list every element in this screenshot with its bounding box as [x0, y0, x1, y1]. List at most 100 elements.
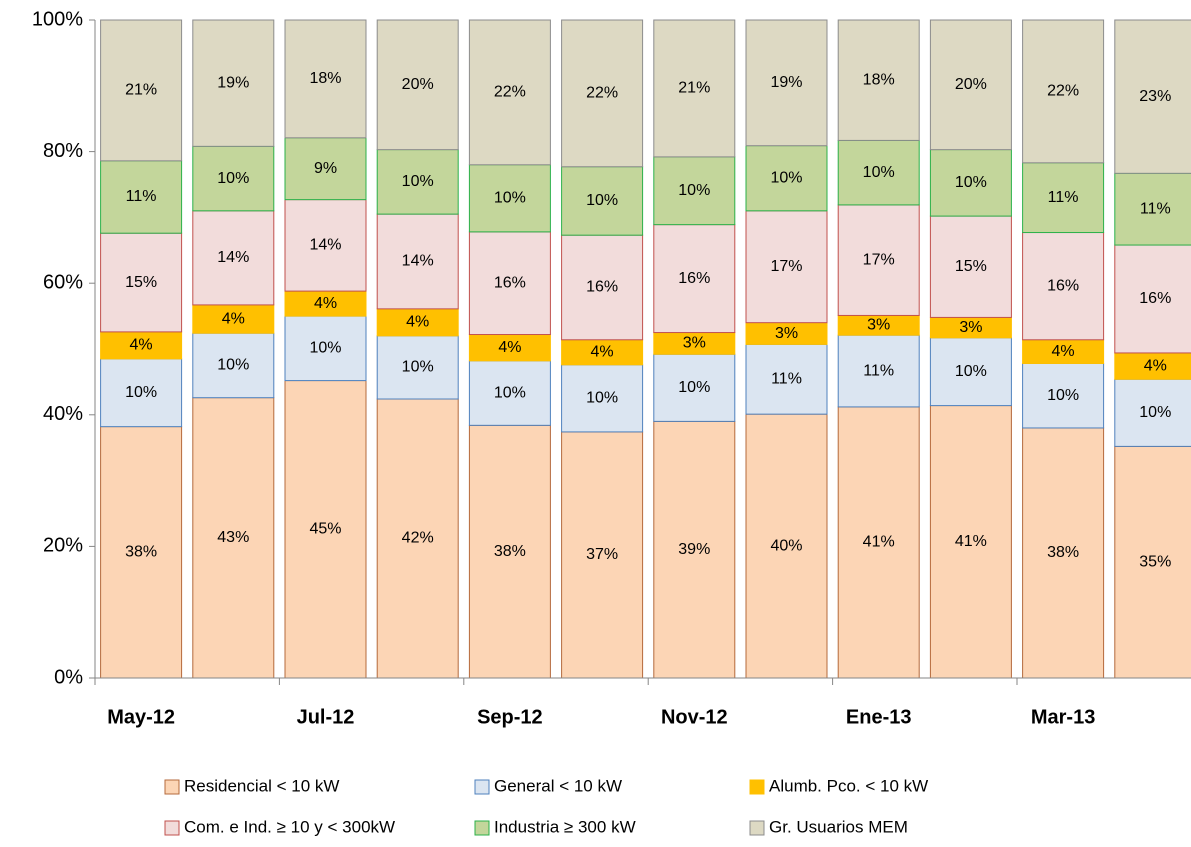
data-label: 11% [126, 188, 157, 205]
data-label: 3% [775, 325, 798, 342]
bar-segment [929, 405, 1012, 679]
data-label: 10% [678, 379, 710, 396]
bar-segment [376, 19, 459, 151]
data-label: 9% [314, 160, 337, 177]
data-label: 20% [402, 76, 434, 93]
bar-segment [1022, 427, 1105, 679]
data-label: 19% [770, 74, 802, 91]
data-label: 38% [1047, 544, 1079, 561]
data-label: 10% [955, 174, 987, 191]
data-label: 45% [309, 521, 341, 538]
x-tick-label: Nov-12 [661, 706, 728, 728]
bar-segment [284, 137, 367, 201]
legend-label: Com. e Ind. ≥ 10 y < 300kW [184, 817, 395, 836]
data-label: 11% [863, 362, 894, 379]
bar-segment [100, 160, 183, 234]
data-label: 19% [217, 74, 249, 91]
bar-segment [1114, 172, 1191, 246]
data-label: 10% [494, 384, 526, 401]
data-label: 4% [314, 295, 337, 312]
bar-segment [468, 424, 551, 679]
data-label: 4% [1052, 343, 1075, 360]
data-label: 10% [955, 363, 987, 380]
bar-segment [376, 213, 459, 310]
data-label: 4% [498, 339, 521, 356]
y-tick-label: 0% [54, 666, 83, 688]
bar-segment [100, 358, 183, 428]
bar-segment [192, 397, 275, 679]
data-label: 41% [863, 534, 895, 551]
bar-segment [1114, 352, 1191, 380]
legend-label: Residencial < 10 kW [184, 776, 339, 795]
data-label: 10% [402, 359, 434, 376]
data-label: 4% [222, 310, 245, 327]
legend-label: General < 10 kW [494, 776, 622, 795]
bar-segment [468, 164, 551, 233]
legend-swatch [164, 820, 180, 836]
data-label: 4% [406, 314, 429, 331]
data-label: 14% [402, 253, 434, 270]
bar-segment [1114, 378, 1191, 447]
bar-segment [192, 332, 275, 399]
data-label: 20% [955, 76, 987, 93]
legend-swatch [749, 820, 765, 836]
bar-segment [929, 149, 1012, 217]
legend-label: Industria ≥ 300 kW [494, 817, 636, 836]
bar-segment [653, 420, 736, 679]
data-label: 15% [955, 258, 987, 275]
bar-segment [376, 335, 459, 400]
bar-segment [745, 19, 828, 147]
data-label: 4% [591, 344, 614, 361]
legend-label: Gr. Usuarios MEM [769, 817, 908, 836]
data-label: 10% [770, 169, 802, 186]
data-label: 16% [1047, 277, 1079, 294]
y-tick-label: 20% [43, 535, 83, 557]
data-label: 37% [586, 546, 618, 563]
bar-segment [561, 364, 644, 433]
legend-swatch [164, 779, 180, 795]
bar-segment [192, 145, 275, 212]
data-label: 40% [770, 537, 802, 554]
data-label: 3% [959, 319, 982, 336]
bar-segment [100, 331, 183, 360]
data-label: 15% [125, 274, 157, 291]
x-tick-label: Jul-12 [297, 706, 355, 728]
legend-label: Alumb. Pco. < 10 kW [769, 776, 928, 795]
data-label: 11% [771, 370, 802, 387]
data-label: 10% [125, 384, 157, 401]
bar-segment [653, 156, 736, 226]
bar-segment [1114, 19, 1191, 174]
data-label: 16% [494, 274, 526, 291]
data-label: 14% [217, 249, 249, 266]
data-label: 17% [863, 251, 895, 268]
data-label: 10% [678, 182, 710, 199]
data-label: 35% [1139, 553, 1171, 570]
bar-segment [376, 398, 459, 679]
data-label: 22% [1047, 83, 1079, 100]
data-label: 10% [586, 192, 618, 209]
data-label: 18% [309, 70, 341, 87]
x-tick-label: Sep-12 [477, 706, 543, 728]
data-label: 10% [586, 390, 618, 407]
bar-segment [284, 290, 367, 317]
bar-segment [837, 406, 920, 679]
data-label: 22% [494, 84, 526, 101]
bar-segment [284, 199, 367, 292]
data-label: 23% [1139, 88, 1171, 105]
data-label: 16% [678, 270, 710, 287]
data-label: 41% [955, 533, 987, 550]
data-label: 4% [1144, 357, 1167, 374]
bar-segment [561, 234, 644, 341]
bar-segment [929, 19, 1012, 151]
x-tick-label: Mar-13 [1031, 706, 1095, 728]
x-tick-label: Ene-13 [846, 706, 912, 728]
data-label: 10% [1139, 404, 1171, 421]
y-tick-label: 80% [43, 140, 83, 162]
bar-segment [1114, 445, 1191, 679]
bar-segment [745, 210, 828, 324]
bar-segment [1022, 232, 1105, 341]
data-label: 10% [1047, 387, 1079, 404]
bar-segment [745, 145, 828, 212]
data-label: 10% [309, 340, 341, 357]
